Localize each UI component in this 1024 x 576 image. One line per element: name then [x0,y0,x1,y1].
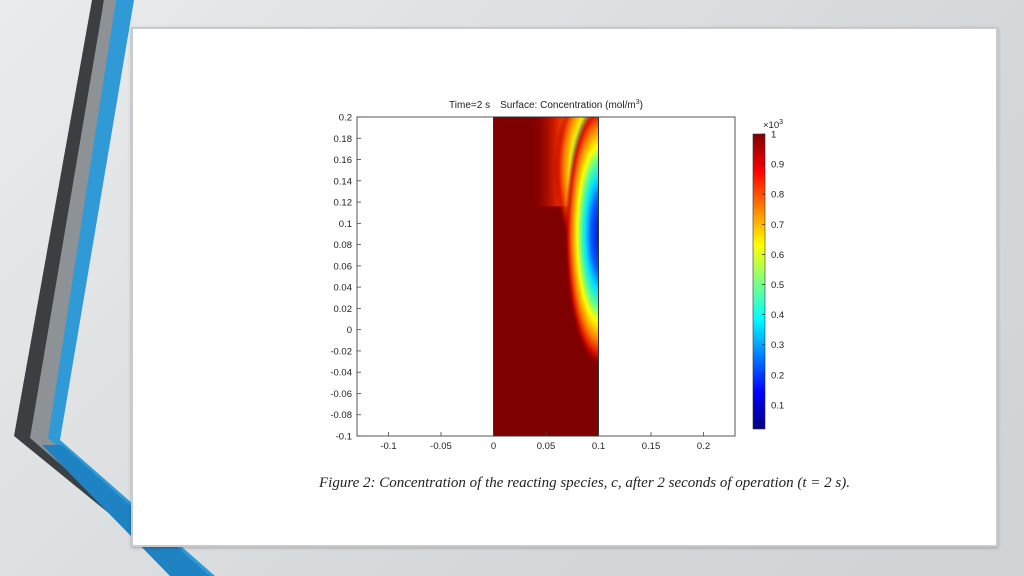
blue-stripe [40,0,215,576]
dark-stripe [14,0,205,576]
y-tick-label: 0.02 [334,304,353,315]
y-tick-label: 0.1 [339,219,352,230]
colorbar-tick-label: 0.8 [771,190,784,201]
x-tick-label: -0.1 [380,441,396,449]
y-tick-label: 0.2 [339,113,352,124]
title-time: Time=2 s [449,100,490,111]
y-tick-label: -0.06 [330,389,352,400]
concentration-plot: Time=2 s Surface: Concentration (mol/m3) … [330,99,784,449]
title-surface: Surface: Concentration (mol/m [500,100,636,111]
y-tick-label: 0.18 [334,134,353,145]
concentration-field [493,117,599,436]
colorbar-tick-label: 0.1 [771,400,784,411]
y-tick-label: 0.04 [334,283,353,294]
y-tick-label: 0.08 [334,240,353,251]
colorbar-tick-label: 0.5 [771,280,784,291]
x-tick-label: 0.2 [697,441,710,449]
title-close: ) [640,100,643,111]
grey-stripe [30,0,200,576]
x-axis-ticks: -0.1 -0.05 0 0.05 0.1 0.15 0.2 [380,432,710,449]
y-axis-ticks: 0.2 0.18 0.16 0.14 0.12 0.1 0.08 0.06 0.04 0.02 0 -… [330,113,361,443]
field-depletion-zone [564,117,599,368]
y-tick-label: -0.1 [336,432,352,443]
colorbar-tick-label: 0.4 [771,310,784,321]
colorbar-tick-label: 0.6 [771,250,784,261]
colorbar-scale-base: ×10 [763,120,779,131]
x-tick-label: 0.1 [592,441,605,449]
figure-caption: Figure 2: Concentration of the reacting … [319,475,851,491]
colorbar-tick-label: 1 [771,130,776,141]
y-tick-label: -0.02 [330,346,352,357]
colorbar-ticks: 1 0.9 0.8 0.7 0.6 0.5 0.4 0.3 0.2 0.1 [762,130,784,411]
colorbar-scale: ×103 [763,119,783,131]
y-tick-label: 0.06 [334,261,353,272]
colorbar-tick-label: 0.9 [771,160,784,171]
slide-panel: Time=2 s Surface: Concentration (mol/m3) … [131,27,998,547]
y-tick-label: 0.12 [334,198,353,209]
x-tick-label: -0.05 [430,441,452,449]
x-tick-label: 0.05 [537,441,556,449]
y-tick-label: -0.08 [330,410,352,421]
colorbar [752,133,766,430]
colorbar-tick-label: 0.3 [771,340,784,351]
colorbar-tick-label: 0.7 [771,220,784,231]
title-unit-exponent: 3 [636,99,640,106]
plot-title: Time=2 s Surface: Concentration (mol/m3) [449,99,643,111]
y-tick-label: -0.04 [330,368,352,379]
y-tick-label: 0 [347,325,352,336]
colorbar-tick-label: 0.2 [771,370,784,381]
x-tick-label: 0.15 [642,441,661,449]
y-tick-label: 0.14 [334,176,353,187]
x-tick-label: 0 [491,441,496,449]
colorbar-scale-exponent: 3 [779,119,783,126]
y-tick-label: 0.16 [334,155,353,166]
